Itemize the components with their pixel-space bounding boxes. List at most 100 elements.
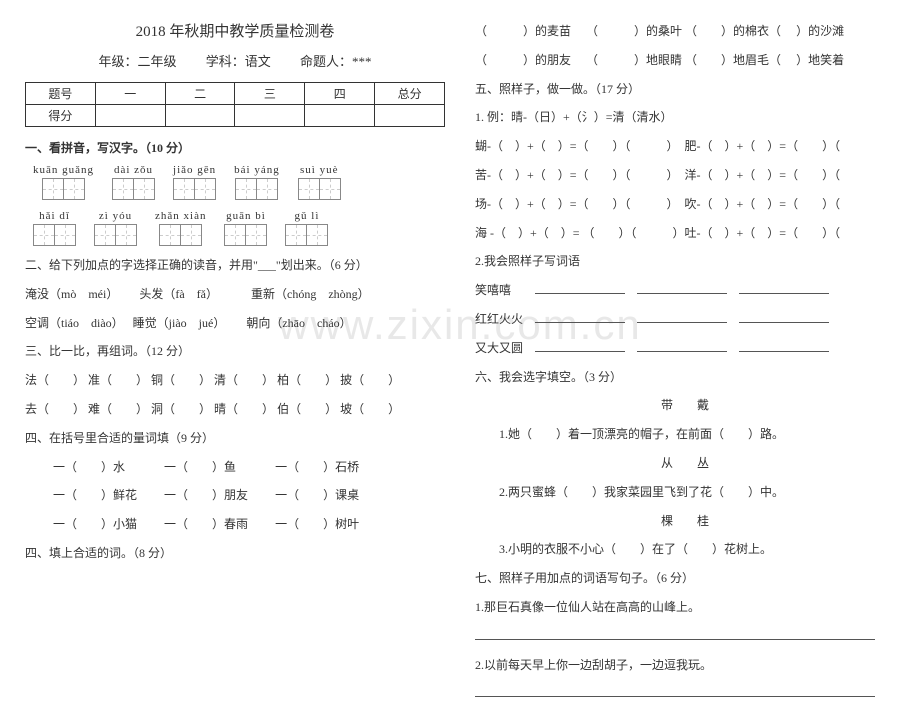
tian-cell <box>173 178 195 200</box>
tian-grid <box>94 224 137 246</box>
sec5-w3: 又大又圆 <box>475 337 895 360</box>
sec6-opts2: 从 丛 <box>475 452 895 475</box>
td <box>165 105 235 127</box>
sec4b-r2: （ ）的朋友 （ ）地眼睛 （ ）地眉毛（ ）地笑着 <box>475 49 895 72</box>
item: （ ）的朋友 <box>475 53 571 67</box>
item: 重新（chóng zhòng） <box>251 287 370 301</box>
word: 红红火火 <box>475 312 523 326</box>
item: 坡（ ） <box>340 402 400 416</box>
tian-cell <box>245 224 267 246</box>
tian-cell <box>115 224 137 246</box>
blank-line <box>739 282 829 294</box>
sec4a-r3: 一（ ）小猫 一（ ）春雨 一（ ）树叶 <box>25 513 445 536</box>
tian-grid <box>159 224 202 246</box>
item: 一（ ）石桥 <box>275 460 359 474</box>
pinyin-label: jiǎo gēn <box>173 164 216 176</box>
blank-line <box>637 340 727 352</box>
item: （ ）的桑叶 <box>586 24 682 38</box>
subject-label: 学科：语文 <box>206 54 271 69</box>
tian-grid <box>42 178 85 200</box>
sec5-example: 1. 例：晴-（日）+（氵）=清（清水） <box>475 106 895 129</box>
item: 一（ ）水 <box>53 460 125 474</box>
tian-cell <box>133 178 155 200</box>
item: ）的沙滩 <box>784 24 844 38</box>
sentence: 1.她（ ）着一顶漂亮的帽子，在前面（ ）路。 <box>499 427 784 441</box>
sec7-heading: 七、照样子用加点的词语写句子。（6 分） <box>475 567 895 590</box>
item: 披（ ） <box>340 373 400 387</box>
item: 淹没（mò méi） <box>25 287 112 301</box>
sec7-s2: 2.以前每天早上你一边刮胡子，一边逗我玩。 <box>475 654 895 677</box>
pinyin-label: zì yóu <box>99 210 132 222</box>
sec5-sub2: 2.我会照样子写词语 <box>475 250 895 273</box>
blank-line <box>739 311 829 323</box>
left-column: 2018 年秋期中教学质量检测卷 年级：二年级 学科：语文 命题人：*** 题号… <box>25 20 445 630</box>
page-title: 2018 年秋期中教学质量检测卷 <box>25 20 445 41</box>
item: 准（ ） <box>88 373 148 387</box>
blank-line <box>739 340 829 352</box>
tian-cell <box>159 224 181 246</box>
blank-line <box>475 628 875 640</box>
sec5-heading: 五、照样子，做一做。（17 分） <box>475 78 895 101</box>
item: 空调（tiáo diào） <box>25 316 118 330</box>
th: 二 <box>165 83 235 105</box>
pinyin-block: bái yáng <box>234 164 280 200</box>
sec4b-heading: 四、填上合适的词。（8 分） <box>25 542 445 565</box>
pinyin-block: guān bì <box>224 210 267 246</box>
item: 晴（ ） <box>214 402 274 416</box>
blank-line <box>535 340 625 352</box>
pinyin-block: zhǎn xiàn <box>155 210 206 246</box>
tian-cell <box>63 178 85 200</box>
item: 伯（ ） <box>277 402 337 416</box>
item: 一（ ）春雨 <box>164 517 248 531</box>
sec7-blank1 <box>475 625 895 648</box>
author-label: 命题人：*** <box>300 54 372 69</box>
sec6-heading: 六、我会选字填空。（3 分） <box>475 366 895 389</box>
sec6-s2: 2.两只蜜蜂（ ）我家菜园里飞到了花（ ）中。 <box>475 481 895 504</box>
pinyin-block: hǎi dǐ <box>33 210 76 246</box>
td <box>235 105 305 127</box>
pinyin-row-2: hǎi dǐ zì yóu zhǎn xiàn guān bì gǔ lì <box>33 210 445 246</box>
td <box>305 105 375 127</box>
item: （ ）的麦苗 <box>475 24 571 38</box>
item: 一（ ）朋友 <box>164 488 248 502</box>
th: 一 <box>95 83 165 105</box>
tian-cell <box>306 224 328 246</box>
pinyin-label: suì yuè <box>300 164 338 176</box>
pinyin-label: gǔ lì <box>295 210 320 222</box>
item: 柏（ ） <box>277 373 337 387</box>
item: 一（ ）鱼 <box>164 460 236 474</box>
sec5-l4: 海 -（ ）+（ ）= （ ）（ ）吐-（ ）+（ ）=（ ）（ <box>475 222 895 245</box>
item: 睡觉（jiào jué） <box>133 316 220 330</box>
item: 一（ ）树叶 <box>275 517 359 531</box>
item: 法（ ） <box>25 373 85 387</box>
th: 题号 <box>26 83 96 105</box>
sec4a-r1: 一（ ）水 一（ ）鱼 一（ ）石桥 <box>25 456 445 479</box>
right-column: （ ）的麦苗 （ ）的桑叶 （ ）的棉衣（ ）的沙滩 （ ）的朋友 （ ）地眼睛… <box>475 20 895 630</box>
tian-grid <box>235 178 278 200</box>
sentence: 2.两只蜜蜂（ ）我家菜园里飞到了花（ ）中。 <box>499 485 784 499</box>
sec4b-r1: （ ）的麦苗 （ ）的桑叶 （ ）的棉衣（ ）的沙滩 <box>475 20 895 43</box>
tian-cell <box>33 224 55 246</box>
sec3-heading: 三、比一比，再组词。（12 分） <box>25 340 445 363</box>
grade-label: 年级：二年级 <box>98 54 176 69</box>
pinyin-row-1: kuān guǎng dài zǒu jiǎo gēn bái yáng suì… <box>33 164 445 200</box>
sec5-l3: 场-（ ）+（ ）=（ ）（ ） 吹-（ ）+（ ）=（ ）（ <box>475 193 895 216</box>
tian-cell <box>112 178 134 200</box>
tian-cell <box>54 224 76 246</box>
th: 三 <box>235 83 305 105</box>
td: 得分 <box>26 105 96 127</box>
table-row: 题号 一 二 三 四 总分 <box>26 83 445 105</box>
tian-cell <box>180 224 202 246</box>
sec4a-heading: 四、在括号里合适的量词填（9 分） <box>25 427 445 450</box>
tian-grid <box>33 224 76 246</box>
blank-line <box>535 282 625 294</box>
pinyin-label: hǎi dǐ <box>39 210 70 222</box>
item: 铜（ ） <box>151 373 211 387</box>
sec5-l2: 苦-（ ）+（ ）=（ ）（ ） 洋-（ ）+（ ）=（ ）（ <box>475 164 895 187</box>
th: 总分 <box>375 83 445 105</box>
sec2-row1: 淹没（mò méi） 头发（fà fǎ） 重新（chóng zhòng） <box>25 283 445 306</box>
td <box>95 105 165 127</box>
sec1-heading: 一、看拼音，写汉字。（10 分） <box>25 139 445 156</box>
sec6-s1: 1.她（ ）着一顶漂亮的帽子，在前面（ ）路。 <box>475 423 895 446</box>
pinyin-block: dài zǒu <box>112 164 155 200</box>
